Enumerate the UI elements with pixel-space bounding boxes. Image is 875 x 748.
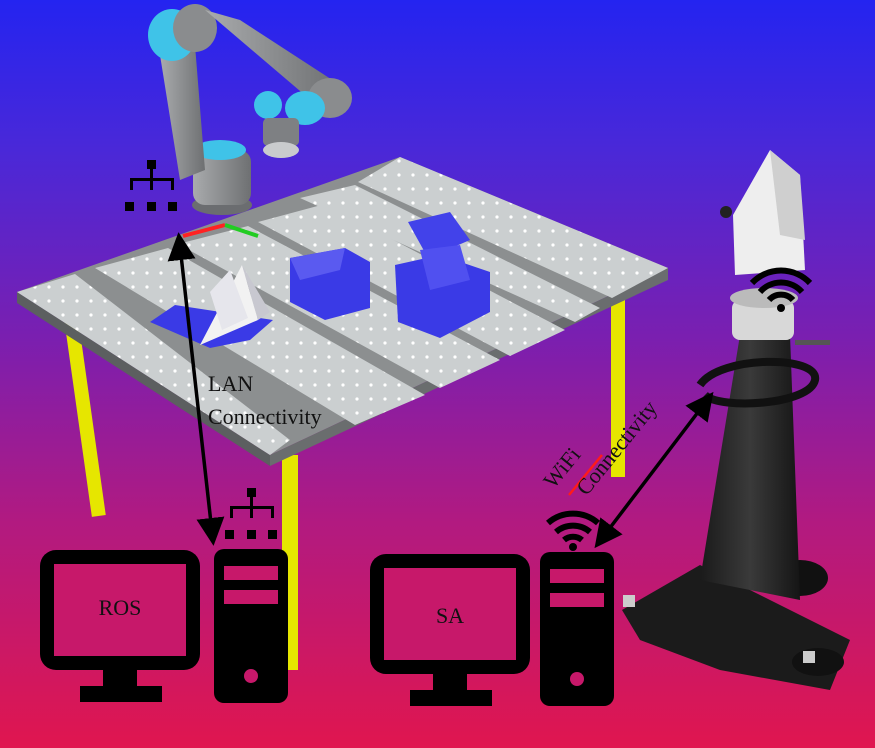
sa-wifi-icon: [546, 510, 600, 551]
ros-computer: [40, 549, 288, 703]
wifi-strike-line: [568, 454, 603, 496]
tracker-wifi-icon: [749, 267, 813, 312]
laser-tracker: [622, 150, 850, 690]
lan-label-line1: LAN: [208, 371, 254, 396]
wifi-connection-arrow: [594, 391, 714, 549]
robot-network-icon: [125, 160, 177, 211]
ros-network-icon: [225, 488, 277, 539]
sa-computer: [370, 552, 614, 706]
ros-screen-label: ROS: [98, 595, 142, 620]
lan-label-line2: Connectivity: [208, 404, 322, 429]
lan-connection-arrow: [167, 232, 225, 546]
sa-screen-label: SA: [435, 603, 465, 628]
robot-arm: [148, 4, 352, 215]
